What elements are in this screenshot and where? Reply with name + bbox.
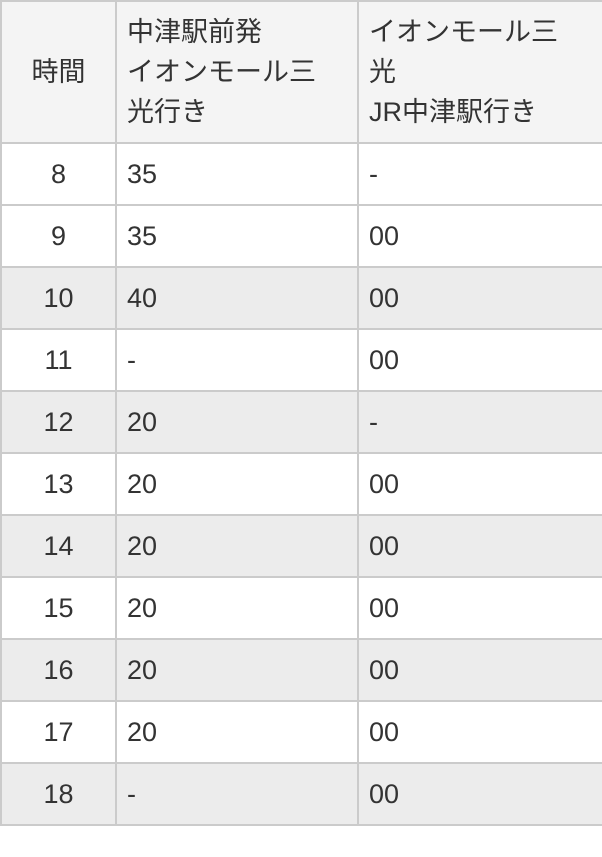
outbound-time-cell: - — [115, 762, 359, 826]
inbound-time-cell: 00 — [357, 266, 602, 330]
column-header-hour: 時間 — [0, 0, 117, 144]
inbound-time-cell: 00 — [357, 514, 602, 578]
hour-cell: 17 — [0, 700, 117, 764]
outbound-time-cell: 20 — [115, 390, 359, 454]
outbound-time-cell: 35 — [115, 142, 359, 206]
header-row: 時間 中津駅前発 イオンモール三 光行き イオンモール三 光 JR中津駅行き — [0, 0, 602, 144]
hour-cell: 12 — [0, 390, 117, 454]
outbound-time-cell: 20 — [115, 514, 359, 578]
inbound-time-cell: - — [357, 142, 602, 206]
hour-cell: 18 — [0, 762, 117, 826]
table-row: 14 20 00 — [0, 514, 602, 578]
inbound-time-cell: 00 — [357, 700, 602, 764]
outbound-time-cell: 20 — [115, 700, 359, 764]
hour-cell: 15 — [0, 576, 117, 640]
inbound-time-cell: - — [357, 390, 602, 454]
outbound-time-cell: 20 — [115, 638, 359, 702]
inbound-time-cell: 00 — [357, 638, 602, 702]
inbound-time-cell: 00 — [357, 204, 602, 268]
table-row: 10 40 00 — [0, 266, 602, 330]
table-row: 12 20- — [0, 390, 602, 454]
hour-cell: 11 — [0, 328, 117, 392]
hour-cell: 8 — [0, 142, 117, 206]
inbound-time-cell: 00 — [357, 576, 602, 640]
inbound-time-cell: 00 — [357, 328, 602, 392]
column-header-outbound: 中津駅前発 イオンモール三 光行き — [115, 0, 359, 144]
table-row: 15 20 00 — [0, 576, 602, 640]
hour-cell: 9 — [0, 204, 117, 268]
inbound-time-cell: 00 — [357, 452, 602, 516]
table-row: 9 35 00 — [0, 204, 602, 268]
outbound-time-cell: 20 — [115, 452, 359, 516]
bus-timetable: 時間 中津駅前発 イオンモール三 光行き イオンモール三 光 JR中津駅行き 8… — [0, 0, 602, 826]
outbound-time-cell: - — [115, 328, 359, 392]
table-row: 18-00 — [0, 762, 602, 826]
inbound-time-cell: 00 — [357, 762, 602, 826]
table-row: 13 20 00 — [0, 452, 602, 516]
hour-cell: 13 — [0, 452, 117, 516]
outbound-time-cell: 40 — [115, 266, 359, 330]
hour-cell: 14 — [0, 514, 117, 578]
hour-cell: 16 — [0, 638, 117, 702]
table-row: 11-00 — [0, 328, 602, 392]
hour-cell: 10 — [0, 266, 117, 330]
table-row: 8 35- — [0, 142, 602, 206]
column-header-inbound: イオンモール三 光 JR中津駅行き — [357, 0, 602, 144]
outbound-time-cell: 35 — [115, 204, 359, 268]
table-row: 17 20 00 — [0, 700, 602, 764]
table-row: 16 20 00 — [0, 638, 602, 702]
outbound-time-cell: 20 — [115, 576, 359, 640]
